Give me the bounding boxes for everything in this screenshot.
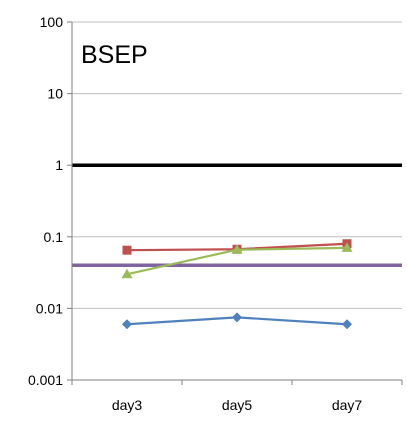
x-tick-labels: day3 day5 day7: [112, 397, 363, 413]
data-point: [341, 242, 353, 252]
y-tick-label: 0.01: [36, 300, 63, 316]
y-tick-label: 0.1: [44, 229, 64, 245]
data-point: [121, 268, 133, 279]
x-tick-label: day5: [222, 397, 253, 413]
series-diamond: [122, 312, 352, 330]
y-tick-label: 10: [47, 86, 63, 102]
data-point: [122, 319, 132, 330]
y-tick-labels: 100 10 1 0.1 0.01 0.001: [28, 14, 63, 388]
data-point: [232, 312, 242, 323]
y-tick-label: 0.001: [28, 372, 63, 388]
y-tick-label: 100: [40, 14, 64, 30]
axes: [67, 21, 403, 385]
series-triangle: [121, 242, 353, 279]
x-tick-label: day3: [112, 397, 143, 413]
x-tick-label: day7: [332, 397, 363, 413]
data-point: [122, 245, 132, 255]
data-point: [231, 244, 243, 254]
series-group: [121, 239, 353, 330]
reference-lines: [72, 163, 402, 268]
y-tick-label: 1: [55, 157, 63, 173]
data-point: [342, 319, 352, 330]
chart-title: BSEP: [81, 41, 148, 69]
